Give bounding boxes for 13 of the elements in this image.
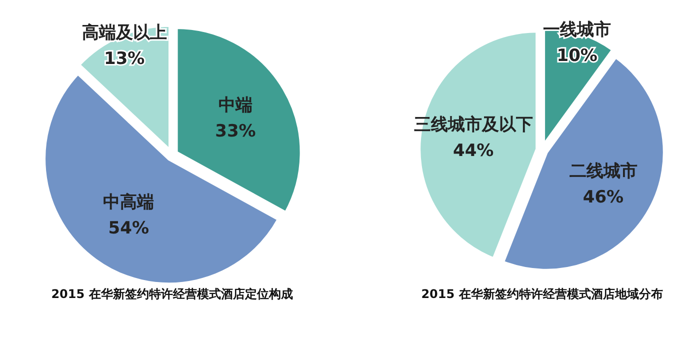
slice-label: 中高端 bbox=[103, 192, 154, 213]
slice-label: 高端及以上 bbox=[82, 22, 167, 43]
data-label: 33% bbox=[215, 121, 256, 142]
slice-label: 二线城市 bbox=[569, 162, 638, 182]
data-label: 10% bbox=[556, 46, 598, 66]
data-label: 13% bbox=[104, 48, 145, 69]
data-label: 44% bbox=[452, 140, 494, 161]
text: 2015 在华新签约特许经营模式酒店地域分布 bbox=[421, 287, 663, 301]
slice-label: 三线城市及以下 bbox=[414, 114, 533, 135]
data-label: 54% bbox=[108, 218, 149, 239]
slice-label: 中端 bbox=[218, 95, 252, 116]
data-label: 46% bbox=[582, 188, 624, 208]
text: 2015 在华新签约特许经营模式酒店定位构成 bbox=[51, 287, 293, 301]
